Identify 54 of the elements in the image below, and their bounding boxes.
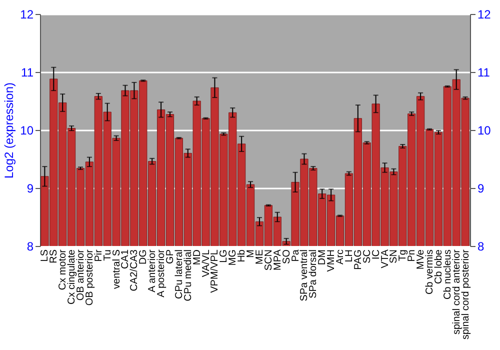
x-tick-label: ventral S bbox=[111, 249, 122, 289]
x-tick-label: Cx cingulate bbox=[66, 249, 78, 305]
x-tick-label: Pn bbox=[406, 250, 418, 262]
x-tick-label: CPu lateral bbox=[174, 250, 185, 299]
x-tick-label: Pa bbox=[290, 249, 302, 262]
x-tick-label: GP bbox=[164, 249, 176, 264]
x-tick-label: A posterior bbox=[156, 248, 168, 298]
x-tick-label: MD bbox=[192, 250, 203, 266]
y-tick-label: 11 bbox=[21, 66, 34, 80]
y2-tick-label: 10 bbox=[478, 124, 492, 138]
x-tick-label: LH bbox=[344, 250, 355, 262]
x-tick-label: spinal cord posterior bbox=[460, 248, 472, 340]
x-tick-label: Arc bbox=[335, 250, 346, 264]
x-tick-label: LG bbox=[218, 249, 230, 263]
x-tick-label: DM bbox=[317, 250, 328, 266]
x-tick-label: spinal cord anterior bbox=[451, 248, 462, 335]
x-tick-label: RS bbox=[48, 249, 60, 264]
x-tick-label: VMH bbox=[326, 250, 338, 272]
y-axis-title: Log2 (expression) bbox=[2, 82, 16, 179]
x-tick-label: MPA bbox=[272, 249, 284, 270]
x-tick-label: LS bbox=[40, 249, 51, 262]
x-tick-label: SN bbox=[388, 250, 400, 264]
y2-tick-label: 11 bbox=[478, 66, 490, 80]
x-tick-label: Hb bbox=[236, 249, 248, 262]
x-tick-label: OB anterior bbox=[75, 248, 86, 301]
x-tick-label: Pir bbox=[93, 248, 104, 262]
x-tick-label: Cb lobe bbox=[433, 249, 444, 284]
y2-tick-label: 9 bbox=[478, 182, 484, 196]
x-tick-label: A anterior bbox=[147, 248, 158, 292]
y-tick-label: 12 bbox=[20, 8, 34, 22]
x-tick-label: Tu bbox=[102, 250, 114, 261]
y2-tick-label: 8 bbox=[478, 240, 484, 254]
x-tick-label: SCN bbox=[263, 250, 274, 271]
x-tick-label: Tg bbox=[398, 250, 409, 262]
x-tick-label: ME bbox=[254, 249, 266, 264]
x-tick-label: SO bbox=[281, 249, 292, 264]
x-tick-label: M bbox=[246, 250, 257, 258]
x-tick-label: SPa dorsal bbox=[308, 250, 320, 298]
x-tick-label: CA1 bbox=[120, 249, 132, 269]
x-tick-label: Cb nucleus bbox=[442, 250, 454, 300]
y2-tick-label: 12 bbox=[478, 8, 492, 22]
x-tick-label: CPu medial bbox=[182, 250, 194, 302]
y-tick-label: 9 bbox=[26, 182, 34, 196]
x-tick-label: OB posterior bbox=[84, 248, 96, 306]
x-tick-label: PAG bbox=[352, 249, 364, 270]
x-tick-label: SC bbox=[362, 250, 373, 264]
x-tick-label: IC bbox=[370, 250, 382, 260]
x-tick-label: MVe bbox=[416, 249, 427, 270]
x-tick-label: VTA bbox=[380, 249, 391, 268]
x-tick-label: VPM/VPL bbox=[210, 249, 221, 293]
x-tick-label: DG bbox=[138, 249, 150, 264]
y-tick-label: 8 bbox=[26, 240, 34, 254]
y-tick-label: 10 bbox=[20, 124, 34, 138]
x-tick-label: CA2/CA3 bbox=[129, 249, 140, 292]
